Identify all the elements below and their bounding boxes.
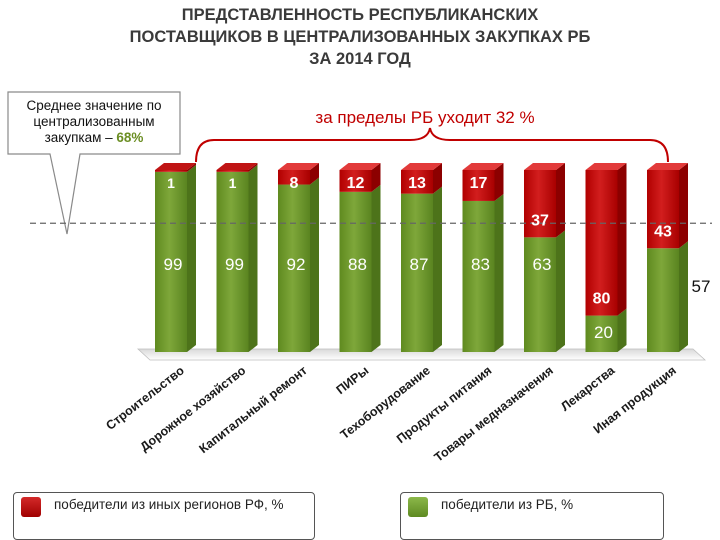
- value-label-rb-9: 57: [692, 277, 711, 296]
- value-label-ext-4: 12: [347, 175, 365, 192]
- outside-brace: [195, 127, 669, 163]
- legend-swatch-rb: [408, 497, 428, 517]
- bar-rb-6: [462, 200, 495, 352]
- value-label-ext-9: 43: [654, 223, 672, 240]
- bar-ext-side-7: [556, 163, 565, 238]
- bar-rb-2: [216, 171, 249, 352]
- bar-ext-6: [462, 170, 495, 201]
- bar-top-5: [401, 163, 442, 170]
- value-label-rb-1: 99: [164, 255, 183, 274]
- bar-rb-side-1: [187, 164, 196, 352]
- bar-ext-2: [216, 170, 249, 172]
- bar-ext-side-1: [187, 163, 196, 172]
- bar-top-1: [155, 163, 196, 170]
- legend-label-external: победители из иных регионов РФ, %: [54, 497, 284, 512]
- bar-6: [462, 163, 504, 352]
- bar-ext-4: [339, 170, 372, 192]
- bar-rb-side-3: [310, 177, 319, 352]
- bar-ext-side-2: [248, 163, 258, 172]
- value-label-rb-8: 20: [594, 323, 613, 342]
- bar-rb-side-6: [494, 193, 504, 352]
- bar-ext-3: [278, 170, 310, 185]
- legend-rb: победители из РБ, %: [400, 492, 664, 540]
- callout-shape: [7, 91, 181, 235]
- bar-top-9: [647, 163, 688, 170]
- bar-ext-7: [524, 170, 556, 238]
- legend-swatch-external: [21, 497, 41, 517]
- value-label-rb-4: 88: [348, 255, 367, 274]
- bar-rb-side-8: [617, 308, 627, 352]
- value-label-rb-7: 63: [533, 255, 552, 274]
- category-label-7: Товары медназначения: [432, 363, 556, 464]
- bar-rb-3: [278, 184, 310, 352]
- bar-rb-9: [647, 248, 679, 352]
- bar-rb-side-7: [556, 230, 565, 352]
- title-line-1: ПРЕДСТАВЛЕННОСТЬ РЕСПУБЛИКАНСКИХ: [181, 6, 539, 24]
- bar-ext-side-8: [617, 163, 627, 316]
- bar-3: [278, 163, 319, 352]
- bar-rb-7: [524, 237, 556, 352]
- category-label-8: Лекарства: [558, 363, 618, 414]
- value-label-ext-8: 80: [593, 291, 611, 308]
- value-label-ext-2: 1: [229, 175, 237, 191]
- title-line-3: ЗА 2014 ГОД: [309, 50, 411, 68]
- callout-text: Среднее значение по централизованным зак…: [26, 98, 162, 145]
- bar-rb-1: [155, 171, 187, 352]
- value-label-ext-1: 1: [167, 175, 175, 191]
- legend-label-rb: победители из РБ, %: [441, 497, 574, 512]
- chart-title: ПРЕДСТАВЛЕННОСТЬ РЕСПУБЛИКАНСКИХ ПОСТАВЩ…: [60, 4, 660, 70]
- bar-9: [647, 163, 688, 352]
- value-label-rb-3: 92: [287, 255, 306, 274]
- bar-1: [155, 163, 196, 352]
- bar-top-8: [585, 163, 627, 170]
- value-label-ext-7: 37: [531, 212, 549, 229]
- bar-top-2: [216, 163, 258, 170]
- value-label-ext-5: 13: [408, 175, 426, 192]
- bar-top-3: [278, 163, 319, 170]
- bar-ext-8: [585, 170, 618, 316]
- value-label-rb-6: 83: [471, 255, 490, 274]
- bar-top-4: [339, 163, 381, 170]
- bar-8: [585, 163, 627, 352]
- bar-rb-4: [339, 191, 372, 352]
- legend-external: победители из иных регионов РФ, %: [13, 492, 315, 540]
- category-label-3: Капитальный ремонт: [197, 363, 310, 456]
- bar-rb-5: [401, 193, 433, 352]
- bar-top-7: [524, 163, 565, 170]
- bar-top-6: [462, 163, 504, 170]
- bar-ext-5: [401, 170, 433, 194]
- bar-rb-8: [585, 315, 618, 352]
- value-label-rb-5: 87: [410, 255, 429, 274]
- value-label-rb-2: 99: [225, 255, 244, 274]
- bar-rb-side-4: [371, 184, 381, 352]
- bar-ext-side-3: [310, 163, 319, 185]
- category-label-4: ПИРы: [334, 363, 372, 397]
- bar-rb-side-9: [679, 241, 688, 352]
- bar-2: [216, 163, 258, 352]
- bar-7: [524, 163, 565, 352]
- value-label-ext-6: 17: [470, 175, 488, 192]
- title-line-2: ПОСТАВЩИКОВ В ЦЕНТРАЛИЗОВАННЫХ ЗАКУПКАХ …: [129, 28, 591, 46]
- bar-rb-side-2: [248, 164, 258, 352]
- bar-5: [401, 163, 442, 352]
- bar-ext-side-4: [371, 163, 381, 192]
- bar-rb-side-5: [433, 186, 442, 352]
- bar-ext-side-5: [433, 163, 442, 194]
- outside-share-label: за пределы РБ уходит 32 %: [315, 108, 535, 127]
- bar-4: [339, 163, 381, 352]
- average-callout: Среднее значение по централизованным зак…: [8, 98, 180, 146]
- value-label-ext-3: 8: [290, 175, 299, 192]
- bar-ext-side-6: [494, 163, 504, 201]
- category-label-2: Дорожное хозяйство: [137, 363, 248, 454]
- bar-ext-1: [155, 170, 187, 172]
- bar-ext-9: [647, 170, 679, 249]
- bar-ext-side-9: [679, 163, 688, 249]
- callout-value: 68%: [116, 130, 144, 145]
